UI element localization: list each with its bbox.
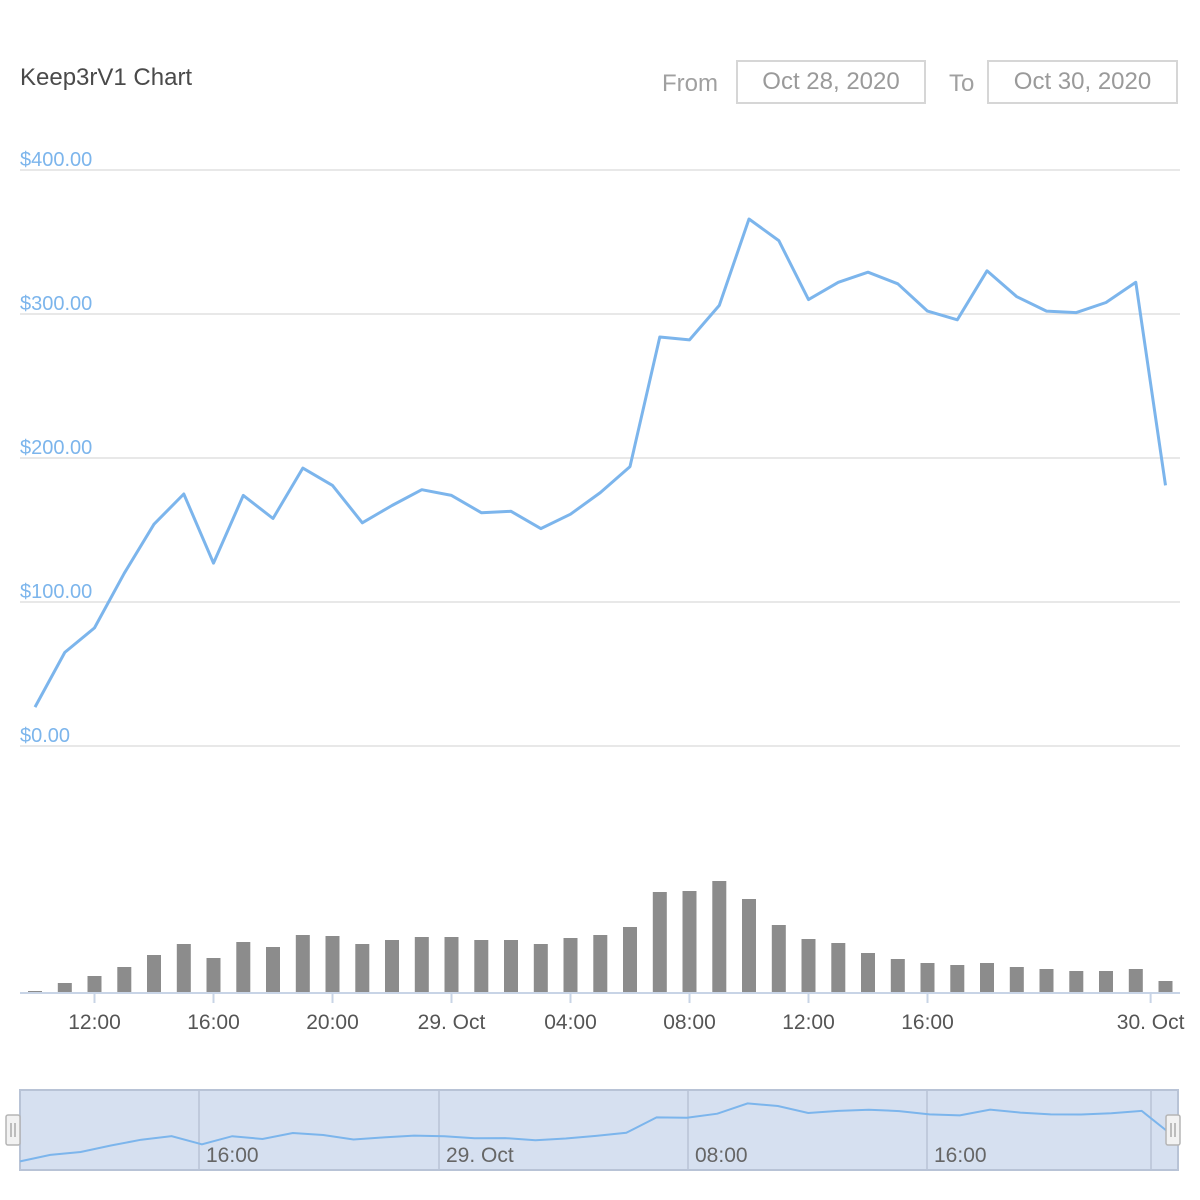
volume-bar [266, 947, 280, 993]
volume-bar [533, 944, 548, 993]
navigator-label: 29. Oct [446, 1144, 514, 1167]
volume-bar [801, 939, 816, 993]
x-axis-label: 12:00 [68, 1011, 121, 1034]
navigator-label: 16:00 [934, 1144, 987, 1167]
x-axis-label: 04:00 [544, 1011, 597, 1034]
volume-bar [176, 944, 191, 993]
y-axis-label: $300.00 [20, 293, 92, 315]
volume-bar [950, 965, 965, 993]
navigator-series-line [19, 1102, 1173, 1163]
x-axis-label: 16:00 [187, 1011, 240, 1034]
navigator-label: 16:00 [206, 1144, 259, 1167]
x-axis-label: 12:00 [782, 1011, 835, 1034]
y-axis-label: $0.00 [20, 725, 70, 747]
volume-bar [563, 938, 578, 993]
volume-bar [742, 899, 756, 993]
volume-bar [980, 963, 994, 993]
volume-bar [890, 959, 905, 993]
volume-bar [414, 937, 429, 993]
x-axis-label: 16:00 [901, 1011, 954, 1034]
volume-bar [623, 927, 637, 993]
volume-bar [355, 944, 370, 993]
volume-bar [504, 940, 518, 993]
volume-bar [771, 925, 786, 993]
navigator-label: 08:00 [695, 1144, 748, 1167]
volume-bar [444, 937, 459, 993]
from-date-input[interactable]: Oct 28, 2020 [736, 60, 926, 104]
to-date-input[interactable]: Oct 30, 2020 [987, 60, 1178, 104]
volume-bar [1158, 981, 1173, 993]
y-axis-label: $100.00 [20, 581, 92, 603]
volume-bar [1069, 971, 1084, 993]
chart-title: Keep3rV1 Chart [20, 64, 193, 91]
y-axis-label: $200.00 [20, 437, 92, 459]
navigator-range[interactable] [19, 1089, 1179, 1171]
volume-bar [1128, 969, 1143, 993]
volume-bar [1009, 967, 1024, 993]
volume-bar [712, 881, 727, 993]
volume-bar [861, 953, 875, 993]
volume-bar [57, 983, 72, 993]
volume-bar [385, 940, 399, 993]
x-axis-label: 29. Oct [418, 1011, 486, 1034]
price-series-line [33, 217, 1167, 708]
volume-bar [652, 892, 667, 993]
volume-bar [474, 940, 489, 993]
volume-bar [1099, 971, 1113, 993]
volume-bar [593, 935, 608, 993]
navigator-left-handle[interactable] [5, 1114, 21, 1146]
volume-bar [325, 936, 340, 993]
volume-bar [87, 976, 102, 993]
y-axis-label: $400.00 [20, 149, 92, 171]
volume-bar [117, 967, 132, 993]
from-label: From [662, 70, 718, 97]
x-axis-label: 30. Oct [1117, 1011, 1185, 1034]
volume-bar [831, 943, 846, 993]
volume-bar [1039, 969, 1054, 993]
volume-bar [236, 942, 251, 993]
x-axis-label: 08:00 [663, 1011, 716, 1034]
volume-bar [147, 955, 161, 993]
volume-bar [920, 963, 935, 993]
to-label: To [949, 70, 975, 97]
volume-bar [206, 958, 221, 993]
navigator-right-handle[interactable] [1165, 1114, 1181, 1146]
volume-bar [682, 891, 697, 993]
x-axis-label: 20:00 [306, 1011, 359, 1034]
volume-bar [295, 935, 310, 993]
